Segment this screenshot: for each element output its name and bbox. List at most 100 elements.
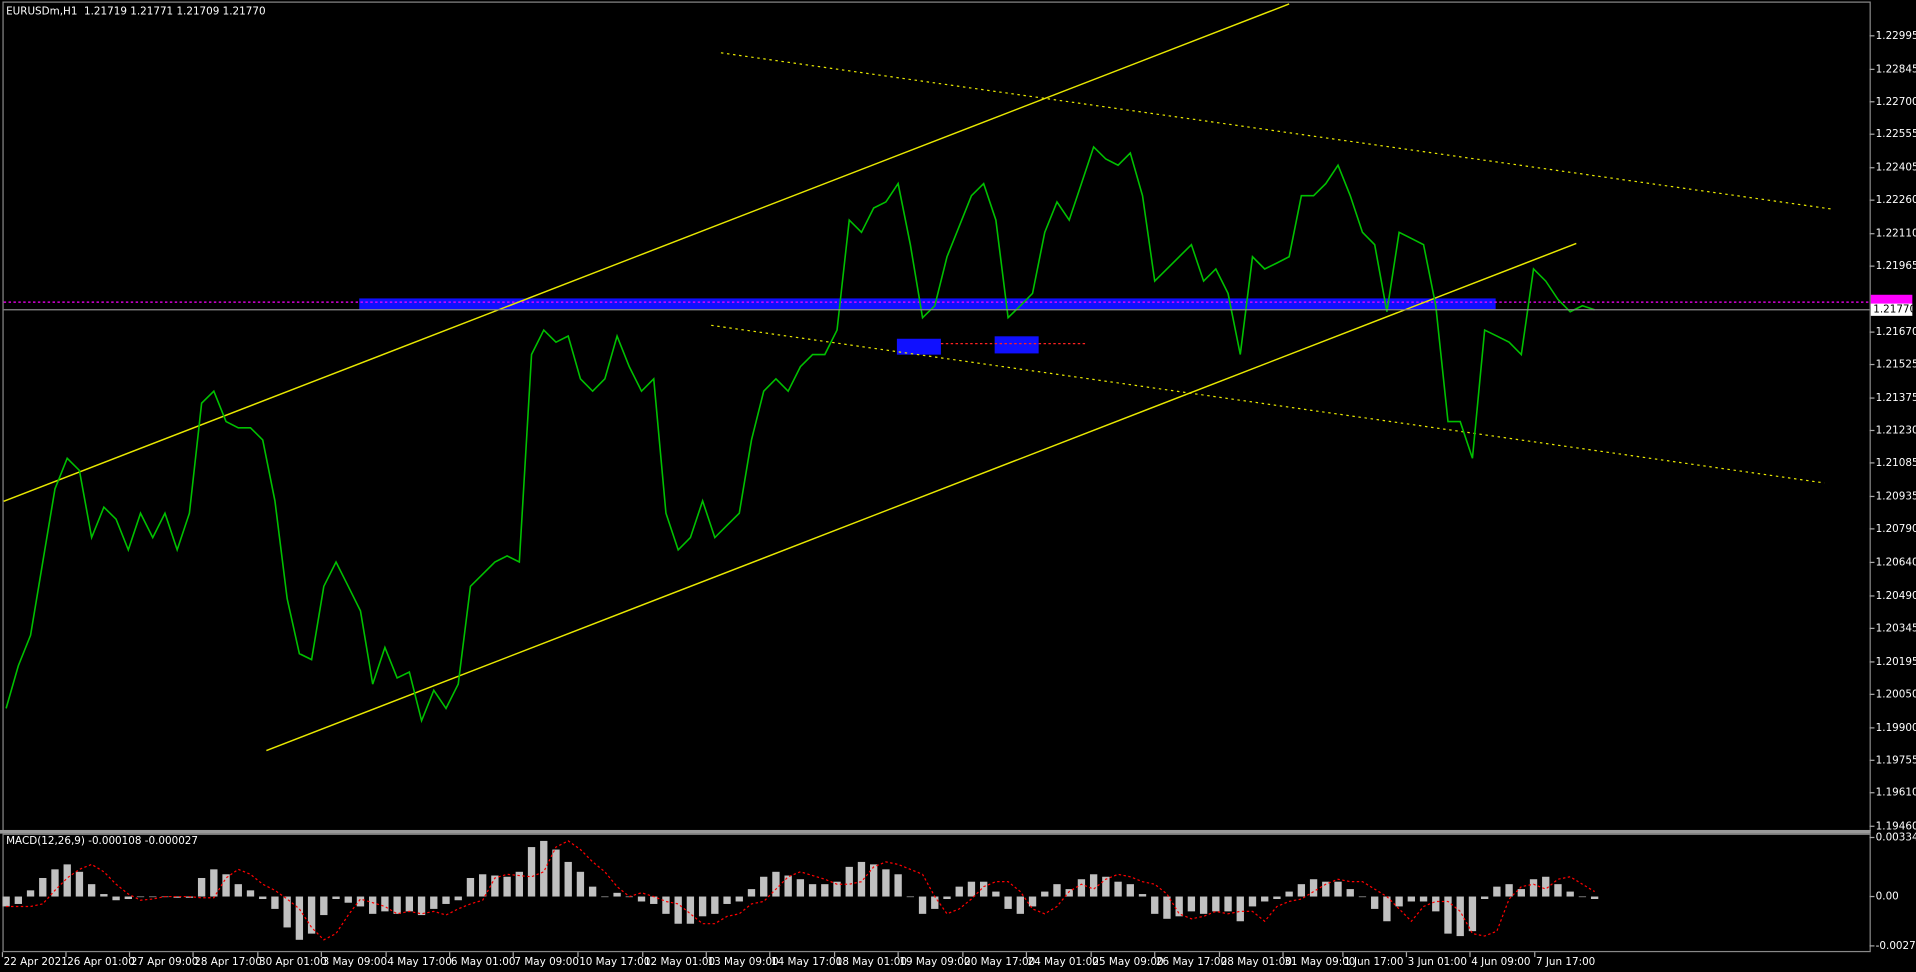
macd-bar	[430, 896, 438, 909]
macd-bar	[344, 896, 352, 903]
macd-bar	[503, 876, 511, 897]
macd-bar	[1444, 896, 1452, 934]
macd-bar	[527, 847, 536, 897]
macd-bar	[576, 871, 585, 897]
order-block	[896, 338, 941, 355]
y-tick-label: 1.20790	[1876, 523, 1916, 535]
macd-bar	[442, 896, 450, 904]
macd-bar	[882, 869, 890, 897]
channel-line	[711, 324, 1825, 484]
macd-bar	[14, 896, 22, 904]
macd-bar	[1114, 881, 1122, 897]
x-tick-label: 6 May 01:00	[451, 956, 516, 968]
macd-bar	[711, 896, 719, 914]
macd-bar	[2, 896, 10, 907]
y-tick-label: 1.20195	[1876, 656, 1916, 668]
macd-bar	[760, 876, 768, 897]
macd-bar	[1089, 874, 1098, 897]
x-tick-label: 26 May 17:00	[1156, 956, 1227, 968]
current-price-label: 1.21770	[1873, 304, 1916, 316]
macd-bar	[75, 871, 84, 897]
macd-bar	[1346, 889, 1354, 897]
macd-bar	[356, 896, 365, 907]
x-tick-label: 28 May 01:00	[1221, 956, 1292, 968]
macd-bar	[124, 896, 132, 900]
macd-bar	[1236, 896, 1244, 922]
x-tick-label: 4 Jun 09:00	[1471, 956, 1530, 968]
y-tick-label: 1.21375	[1876, 392, 1916, 404]
macd-bar	[723, 896, 731, 904]
macd-bar	[1456, 896, 1464, 937]
macd-bar	[307, 896, 316, 934]
macd-bar	[796, 879, 805, 897]
macd-bar	[906, 896, 915, 898]
macd-bar	[1517, 889, 1525, 897]
y-tick-label: 1.22110	[1876, 228, 1916, 240]
y-tick-label: 1.21085	[1876, 457, 1916, 469]
macd-bar	[1248, 896, 1257, 907]
macd-bar	[1028, 896, 1037, 907]
y-tick-label: 1.19900	[1876, 722, 1916, 734]
macd-bar	[491, 875, 499, 897]
macd-bar	[393, 896, 401, 914]
macd-bar	[552, 849, 560, 897]
macd-bar	[295, 896, 304, 940]
macd-bar	[1261, 896, 1269, 902]
trend-line	[266, 242, 1577, 752]
support-zone	[359, 298, 1496, 310]
macd-bar	[246, 890, 255, 897]
y-tick-label: 1.21965	[1876, 260, 1916, 272]
y-tick-label: -0.002795	[1876, 940, 1916, 952]
x-tick-label: 3 Jun 01:00	[1408, 956, 1467, 968]
y-tick-label: 1.20050	[1876, 688, 1916, 700]
macd-bar	[1322, 881, 1330, 897]
y-tick-label: 1.21230	[1876, 424, 1916, 436]
macd-bar	[784, 875, 792, 897]
macd-bar	[894, 874, 902, 897]
macd-bar	[979, 881, 988, 897]
macd-bar	[931, 896, 939, 909]
y-tick-label: 0.003342	[1876, 832, 1916, 844]
macd-bar	[845, 866, 853, 897]
macd-bar	[698, 896, 707, 917]
macd-bar	[601, 896, 609, 898]
macd-bar	[283, 896, 291, 928]
macd-bar	[515, 871, 523, 897]
x-tick-label: 4 May 17:00	[387, 956, 452, 968]
y-tick-label: 1.20345	[1876, 622, 1916, 634]
macd-bar	[100, 894, 108, 897]
macd-bar	[821, 884, 829, 897]
y-tick-label: 1.20490	[1876, 590, 1916, 602]
macd-bar	[1016, 896, 1024, 914]
macd-bar	[1273, 896, 1281, 900]
macd-bar	[1199, 896, 1208, 914]
macd-bar	[1212, 896, 1220, 912]
macd-bar	[234, 884, 242, 897]
macd-bar	[210, 869, 218, 897]
x-tick-label: 28 Apr 17:00	[194, 956, 262, 968]
macd-bar	[1285, 891, 1293, 897]
x-tick-label: 26 Apr 01:00	[67, 956, 135, 968]
order-block	[994, 336, 1039, 354]
macd-bar	[1334, 881, 1342, 897]
macd-bar	[222, 874, 230, 897]
y-tick-label: 1.22405	[1876, 162, 1916, 174]
macd-bar	[1566, 891, 1574, 897]
x-tick-label: 22 Apr 2021	[4, 956, 68, 968]
y-tick-label: 1.22700	[1876, 96, 1916, 108]
macd-bar	[1175, 896, 1183, 917]
macd-bar	[1004, 896, 1012, 909]
macd-bar	[540, 840, 548, 897]
macd-bar	[26, 890, 35, 897]
macd-bar	[955, 886, 963, 897]
x-tick-label: 27 Apr 09:00	[131, 956, 199, 968]
macd-frame	[2, 833, 1871, 953]
x-tick-label: 13 May 09:00	[708, 956, 779, 968]
macd-bar	[735, 896, 743, 902]
macd-bar	[1309, 879, 1318, 897]
indicator-title: MACD(12,26,9) -0.000108 -0.000027	[6, 835, 198, 847]
macd-bar	[943, 896, 951, 900]
y-tick-label: 1.22845	[1876, 63, 1916, 75]
macd-bar	[1407, 896, 1416, 902]
